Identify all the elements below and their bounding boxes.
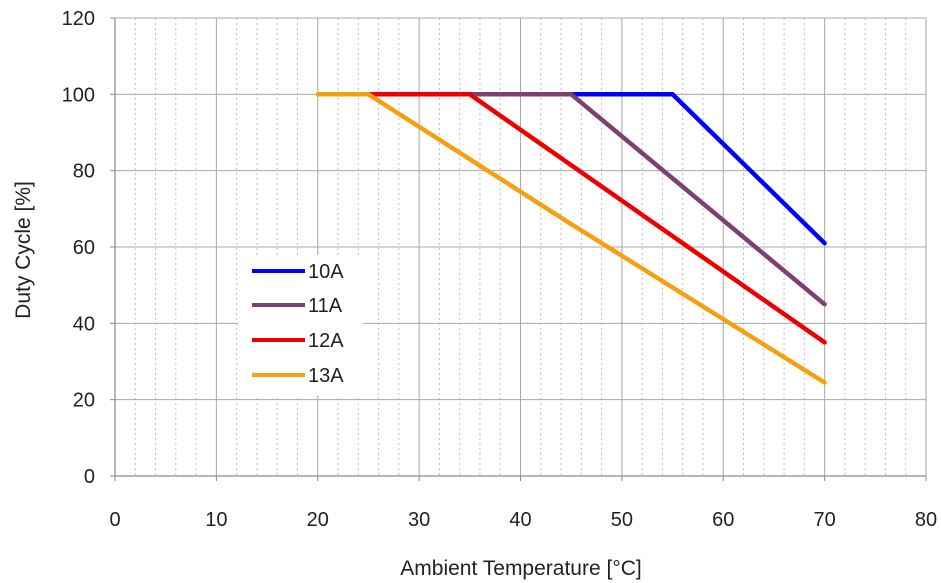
legend-entry-10a: 10A	[252, 261, 344, 283]
series-line-11a	[467, 92, 827, 307]
grid	[114, 17, 927, 477]
series-line-13a	[315, 92, 827, 385]
y-tick-label: 80	[73, 161, 95, 183]
y-axis-title: Duty Cycle [%]	[12, 181, 35, 319]
legend: 10A 11A 12A 13A	[238, 255, 363, 395]
series-line-12a	[366, 92, 827, 345]
x-tick-label: 50	[611, 509, 633, 531]
legend-entry-12a: 12A	[252, 330, 344, 352]
legend-label-10a: 10A	[308, 261, 344, 283]
x-tick-label: 60	[712, 509, 734, 531]
series-lines	[315, 92, 827, 385]
y-tick-label: 0	[84, 466, 95, 488]
legend-label-11a: 11A	[308, 295, 343, 317]
x-tick-label: 20	[307, 509, 329, 531]
x-tick-label: 70	[814, 509, 836, 531]
y-tick-label: 60	[73, 237, 95, 259]
legend-entry-11a: 11A	[252, 295, 343, 317]
y-tick-label: 40	[73, 313, 95, 335]
legend-label-12a: 12A	[308, 330, 344, 352]
x-tick-label: 0	[109, 509, 120, 531]
x-tick-label: 30	[408, 509, 430, 531]
tick-labels: 0 10 20 30 40 50 60 70 80 0 20 40 60 80 100 120	[62, 8, 938, 531]
x-axis-title: Ambient Temperature [°C]	[400, 557, 641, 580]
legend-box	[238, 255, 363, 395]
x-tick-label: 80	[915, 509, 937, 531]
y-tick-label: 100	[62, 84, 95, 106]
series-line-10a	[568, 92, 827, 246]
y-tick-label: 120	[62, 8, 95, 30]
legend-entry-13a: 13A	[252, 365, 344, 387]
y-tick-label: 20	[73, 390, 95, 412]
x-tick-label: 10	[205, 509, 227, 531]
legend-label-13a: 13A	[308, 365, 344, 387]
axes	[110, 17, 927, 481]
x-tick-label: 40	[509, 509, 531, 531]
